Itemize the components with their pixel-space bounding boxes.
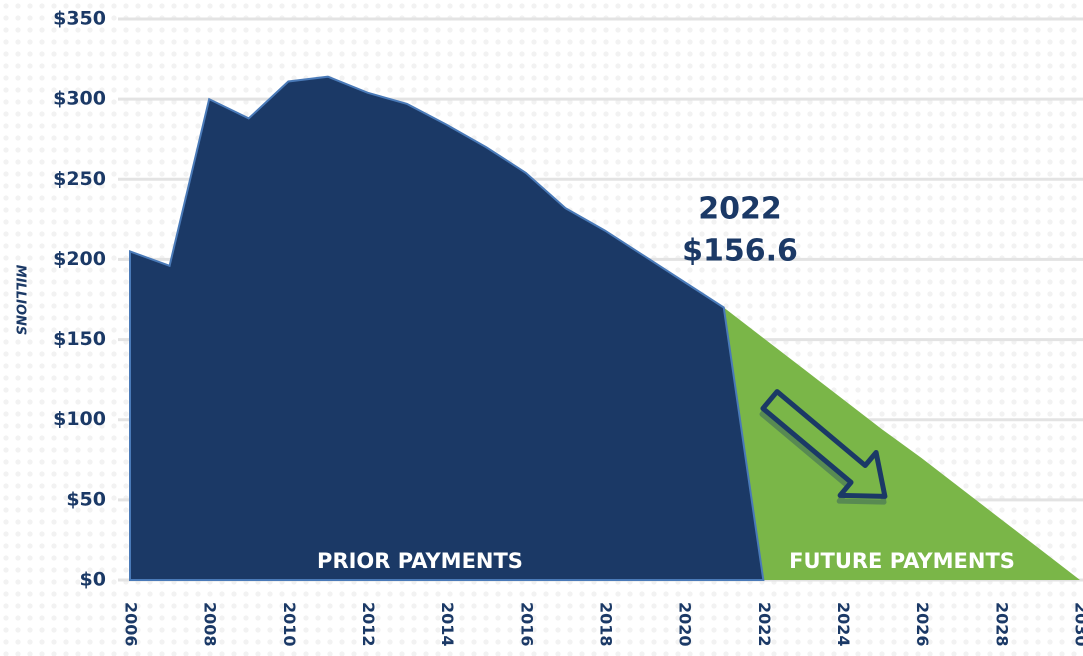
y-tick-label: $200: [53, 248, 106, 270]
x-tick-label: 2014: [438, 602, 457, 647]
x-tick-label: 2022: [755, 602, 774, 647]
x-tick-label: 2018: [597, 602, 616, 647]
x-tick-label: 2012: [359, 602, 378, 647]
x-tick-label: 2008: [201, 602, 220, 647]
areas: [129, 75, 1080, 581]
labels: $0 $50 $100 $150 $200 $250 $300 $350 2006 2008 201…: [53, 8, 1083, 647]
x-tick-label: 2024: [834, 602, 853, 647]
area: [723, 307, 1080, 580]
x-tick-label: 2030: [1072, 602, 1083, 647]
x-tick-label: 2028: [992, 602, 1011, 647]
x-tick-label: 2010: [280, 602, 299, 647]
y-tick-label: $50: [66, 488, 106, 510]
x-tick-label: 2016: [517, 602, 536, 647]
y-tick-label: $350: [53, 8, 106, 30]
x-tick-label: 2020: [676, 602, 695, 647]
y-tick-label: $0: [80, 569, 106, 591]
y-tick-label: $300: [53, 88, 106, 110]
arrow-icon: [759, 389, 888, 505]
callout-value: $156.6: [682, 234, 798, 269]
region-label: PRIOR PAYMENTS: [317, 549, 523, 573]
callout-year: 2022: [698, 192, 782, 227]
x-tick-label: 2006: [122, 602, 141, 647]
region-label: FUTURE PAYMENTS: [789, 549, 1015, 573]
x-tick-label: 2026: [913, 602, 932, 647]
y-tick-label: $250: [53, 168, 106, 190]
area: [129, 75, 765, 581]
y-tick-label: $100: [53, 408, 106, 430]
y-tick-label: $150: [53, 328, 106, 350]
y-axis-label: MILLIONS: [13, 265, 28, 335]
